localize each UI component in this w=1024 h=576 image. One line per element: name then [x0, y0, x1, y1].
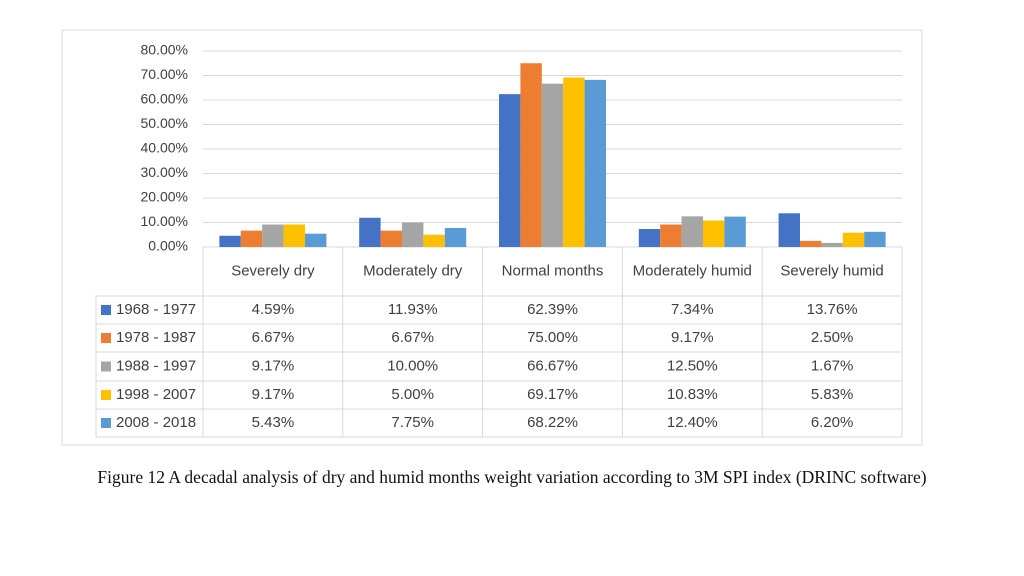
x-tick-label: Moderately dry [363, 262, 463, 279]
bar [305, 233, 327, 247]
bar [800, 240, 822, 247]
bar [703, 220, 725, 247]
caption: Figure 12 A decadal analysis of dry and … [97, 467, 927, 487]
data-label: 9.17% [252, 357, 295, 374]
data-label: 1.67% [811, 357, 854, 374]
legend-label: 1968 - 1977 [116, 301, 196, 318]
bar [778, 213, 800, 247]
y-tick-label: 0.00% [148, 238, 188, 254]
bar [423, 234, 445, 247]
bar [283, 224, 305, 247]
data-label: 10.83% [667, 386, 718, 403]
legend-swatch [101, 361, 111, 372]
legend-swatch [101, 418, 111, 428]
x-tick-label: Moderately humid [633, 262, 752, 279]
x-tick-label: Severely dry [231, 262, 315, 279]
bar [520, 63, 542, 247]
bar [402, 222, 424, 247]
bar [681, 216, 703, 247]
data-label: 7.34% [671, 301, 714, 318]
bar [541, 83, 564, 247]
bar [563, 77, 585, 247]
table-row [95, 408, 903, 438]
data-label: 4.59% [252, 301, 295, 318]
legend-swatch [101, 333, 111, 343]
bar [359, 217, 381, 247]
data-label: 6.20% [811, 414, 854, 431]
legend-label: 1988 - 1997 [116, 357, 196, 374]
bar [584, 79, 606, 248]
data-label: 10.00% [387, 357, 438, 374]
legend-swatch [101, 305, 111, 315]
bar [444, 228, 467, 247]
y-tick-label: 50.00% [141, 115, 188, 131]
bar [219, 235, 241, 247]
bar [821, 242, 843, 247]
data-label: 6.67% [391, 329, 434, 346]
data-label: 75.00% [527, 329, 578, 346]
bar [724, 216, 746, 247]
data-label: 12.50% [667, 357, 718, 374]
data-label: 5.00% [391, 386, 434, 403]
x-tick-label: Severely humid [780, 262, 883, 279]
bar [380, 230, 402, 247]
data-label: 9.17% [252, 386, 295, 403]
bar [499, 94, 521, 247]
y-tick-label: 20.00% [141, 189, 188, 205]
chart: 0.00% 10.00% 20.00% 30.00% 40.00% 50.00% 60.00… [61, 29, 923, 446]
data-label: 66.67% [527, 357, 578, 374]
data-label: 68.22% [527, 414, 578, 431]
legend-swatch [101, 390, 111, 400]
y-tick-label: 60.00% [141, 91, 188, 107]
x-tick-label: Normal months [502, 262, 604, 279]
data-label: 6.67% [252, 329, 295, 346]
data-label: 62.39% [527, 301, 578, 318]
data-label: 13.76% [807, 301, 858, 318]
bar [262, 224, 284, 247]
data-label: 9.17% [671, 329, 714, 346]
y-tick-label: 80.00% [141, 42, 188, 58]
bar [864, 231, 886, 247]
y-tick-label: 40.00% [141, 140, 188, 156]
data-label: 5.83% [811, 386, 854, 403]
data-label: 11.93% [388, 301, 438, 318]
bar [638, 229, 661, 247]
bar [660, 224, 682, 247]
data-label: 5.43% [252, 414, 295, 431]
legend-label: 1978 - 1987 [116, 329, 196, 346]
data-label: 2.50% [811, 329, 854, 346]
data-label: 69.17% [527, 386, 578, 403]
data-label: 12.40% [667, 414, 718, 431]
data-label: 7.75% [391, 414, 434, 431]
y-tick-label: 70.00% [141, 66, 188, 82]
y-tick-label: 10.00% [141, 213, 188, 229]
legend-label: 2008 - 2018 [116, 414, 196, 431]
legend-label: 1998 - 2007 [116, 386, 196, 403]
y-tick-label: 30.00% [141, 164, 188, 180]
bar [240, 230, 263, 247]
bar [842, 232, 865, 247]
